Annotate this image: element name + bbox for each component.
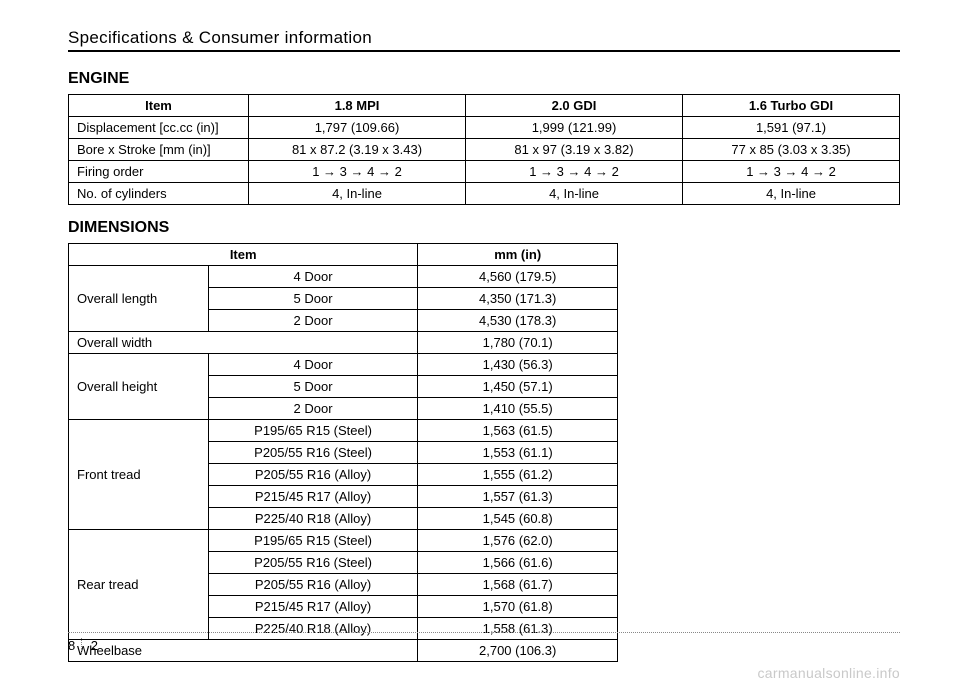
cell: 1,780 (70.1): [418, 332, 618, 354]
page-number: 2: [91, 638, 98, 653]
table-header-row: Item 1.8 MPI 2.0 GDI 1.6 Turbo GDI: [69, 95, 900, 117]
engine-table: Item 1.8 MPI 2.0 GDI 1.6 Turbo GDI Displ…: [68, 94, 900, 205]
cell: 1,545 (60.8): [418, 508, 618, 530]
cell: 1,999 (121.99): [466, 117, 683, 139]
section-number: 8: [68, 638, 82, 653]
cell: 5 Door: [208, 376, 418, 398]
cell: P205/55 R16 (Steel): [208, 552, 418, 574]
cell: P205/55 R16 (Alloy): [208, 574, 418, 596]
cell: Front tread: [69, 420, 209, 530]
cell: 1,430 (56.3): [418, 354, 618, 376]
cell: Displacement [cc.cc (in)]: [69, 117, 249, 139]
cell: 77 x 85 (3.03 x 3.35): [683, 139, 900, 161]
cell: 1,576 (62.0): [418, 530, 618, 552]
table-row: No. of cylinders 4, In-line 4, In-line 4…: [69, 183, 900, 205]
cell: 1,557 (61.3): [418, 486, 618, 508]
cell: 4 Door: [208, 266, 418, 288]
cell: Overall height: [69, 354, 209, 420]
dimensions-table: Item mm (in) Overall length 4 Door 4,560…: [68, 243, 618, 662]
watermark: carmanualsonline.info: [758, 665, 901, 681]
cell: 5 Door: [208, 288, 418, 310]
cell: 1,566 (61.6): [418, 552, 618, 574]
cell: P195/65 R15 (Steel): [208, 420, 418, 442]
col-header: 1.6 Turbo GDI: [683, 95, 900, 117]
table-row: Overall height 4 Door 1,430 (56.3): [69, 354, 618, 376]
engine-heading: ENGINE: [68, 70, 900, 88]
cell: Rear tread: [69, 530, 209, 640]
cell: 1,563 (61.5): [418, 420, 618, 442]
col-header: 2.0 GDI: [466, 95, 683, 117]
cell: 2 Door: [208, 310, 418, 332]
cell: 1,570 (61.8): [418, 596, 618, 618]
cell: 1,568 (61.7): [418, 574, 618, 596]
cell: 1 → 3 → 4 → 2: [466, 161, 683, 183]
table-row: Overall width 1,780 (70.1): [69, 332, 618, 354]
cell: 1,555 (61.2): [418, 464, 618, 486]
cell: 4 Door: [208, 354, 418, 376]
cell: 81 x 97 (3.19 x 3.82): [466, 139, 683, 161]
cell: No. of cylinders: [69, 183, 249, 205]
cell: Overall length: [69, 266, 209, 332]
cell: 1,553 (61.1): [418, 442, 618, 464]
table-row: Overall length 4 Door 4,560 (179.5): [69, 266, 618, 288]
cell: 4,530 (178.3): [418, 310, 618, 332]
table-row: Firing order 1 → 3 → 4 → 2 1 → 3 → 4 → 2…: [69, 161, 900, 183]
cell: P215/45 R17 (Alloy): [208, 596, 418, 618]
cell: 2 Door: [208, 398, 418, 420]
cell: 1,591 (97.1): [683, 117, 900, 139]
col-header: mm (in): [418, 244, 618, 266]
cell: Bore x Stroke [mm (in)]: [69, 139, 249, 161]
cell: 1,410 (55.5): [418, 398, 618, 420]
cell: 1,797 (109.66): [249, 117, 466, 139]
cell: 4, In-line: [466, 183, 683, 205]
section-header: Specifications & Consumer information: [68, 28, 900, 52]
cell: 4,350 (171.3): [418, 288, 618, 310]
dimensions-heading: DIMENSIONS: [68, 219, 900, 237]
cell: Overall width: [69, 332, 418, 354]
cell: 1 → 3 → 4 → 2: [683, 161, 900, 183]
page-footer: 8 2: [68, 632, 900, 655]
table-header-row: Item mm (in): [69, 244, 618, 266]
col-header: 1.8 MPI: [249, 95, 466, 117]
col-header: Item: [69, 244, 418, 266]
cell: 4, In-line: [683, 183, 900, 205]
cell: 81 x 87.2 (3.19 x 3.43): [249, 139, 466, 161]
cell: P205/55 R16 (Steel): [208, 442, 418, 464]
col-header: Item: [69, 95, 249, 117]
table-row: Rear tread P195/65 R15 (Steel) 1,576 (62…: [69, 530, 618, 552]
cell: P205/55 R16 (Alloy): [208, 464, 418, 486]
cell: P195/65 R15 (Steel): [208, 530, 418, 552]
cell: 1,450 (57.1): [418, 376, 618, 398]
cell: P215/45 R17 (Alloy): [208, 486, 418, 508]
cell: 4,560 (179.5): [418, 266, 618, 288]
cell: 1 → 3 → 4 → 2: [249, 161, 466, 183]
table-row: Displacement [cc.cc (in)] 1,797 (109.66)…: [69, 117, 900, 139]
table-row: Front tread P195/65 R15 (Steel) 1,563 (6…: [69, 420, 618, 442]
cell: P225/40 R18 (Alloy): [208, 508, 418, 530]
table-row: Bore x Stroke [mm (in)] 81 x 87.2 (3.19 …: [69, 139, 900, 161]
cell: 4, In-line: [249, 183, 466, 205]
cell: Firing order: [69, 161, 249, 183]
